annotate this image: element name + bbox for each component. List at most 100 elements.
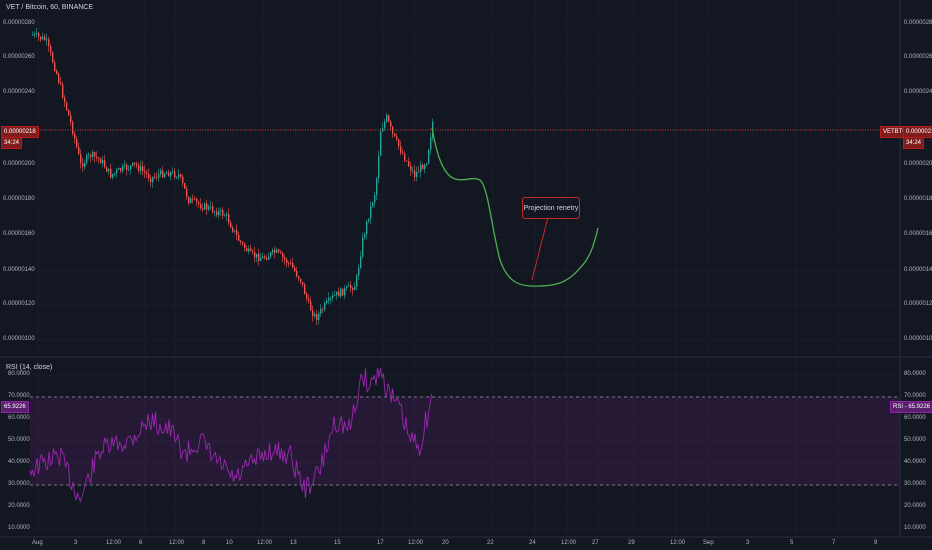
price-tick-right: 0.00000180 xyxy=(904,196,932,202)
candle-body xyxy=(342,288,344,296)
projection-curve xyxy=(431,127,599,287)
grid xyxy=(30,0,900,537)
candle-body xyxy=(272,249,274,253)
candle-body xyxy=(412,170,414,172)
rsi-tick-right: 80.0000 xyxy=(904,371,926,377)
candle-body xyxy=(384,121,386,129)
candle-body xyxy=(390,121,392,127)
candle-body xyxy=(58,73,60,83)
candle-body xyxy=(196,198,198,203)
candle-body xyxy=(352,288,354,291)
candle-body xyxy=(244,243,246,249)
candle-body xyxy=(78,147,80,155)
projection-callout[interactable]: Projection renetry xyxy=(522,197,580,219)
candle-body xyxy=(212,206,214,213)
candle-body xyxy=(330,297,332,299)
time-tick: 29 xyxy=(628,540,635,546)
candle-body xyxy=(38,33,40,37)
candle-body xyxy=(148,173,150,179)
rsi-tick-left: 50.0000 xyxy=(8,437,30,443)
candle-body xyxy=(60,82,62,85)
candle-body xyxy=(248,248,250,252)
candle-body xyxy=(282,253,284,258)
rsi-tick-right: 70.0000 xyxy=(904,393,926,399)
candle-body xyxy=(428,149,430,164)
rsi-tick-right: 40.0000 xyxy=(904,459,926,465)
candle-body xyxy=(284,257,286,260)
candle-body xyxy=(404,153,406,161)
candle-body xyxy=(238,234,240,241)
candle-body xyxy=(140,166,142,171)
time-tick: 3 xyxy=(74,540,78,546)
candle-body xyxy=(370,206,372,219)
candle-body xyxy=(312,310,314,317)
rsi-title: RSI (14, close) xyxy=(6,364,53,371)
candle-body xyxy=(110,168,112,178)
price-tick-right: 0.00000100 xyxy=(904,336,932,342)
candle-body xyxy=(210,206,212,208)
time-tick: 12:00 xyxy=(408,540,424,546)
candle-body xyxy=(228,214,230,223)
time-tick: Aug xyxy=(32,540,43,546)
candle-body xyxy=(356,275,358,287)
candle-body xyxy=(294,267,296,271)
time-tick: 12:00 xyxy=(169,540,185,546)
rsi-tick-right: 10.0000 xyxy=(904,525,926,531)
candle-body xyxy=(102,160,104,164)
candle-body xyxy=(160,170,162,175)
candle-body xyxy=(172,171,174,173)
rsi-tick-left: 10.0000 xyxy=(8,525,30,531)
candle-body xyxy=(378,156,380,179)
price-tick-right: 0.00000240 xyxy=(904,89,932,95)
candle-body xyxy=(146,172,148,174)
candle-body xyxy=(116,169,118,173)
candle-body xyxy=(46,39,48,41)
time-tick: 5 xyxy=(790,540,794,546)
candle-body xyxy=(166,172,168,174)
candle-body xyxy=(68,109,70,116)
candle-body xyxy=(120,168,122,171)
time-tick: 3 xyxy=(746,540,750,546)
candle-body xyxy=(400,146,402,153)
candle-body xyxy=(190,198,192,204)
candle-body xyxy=(44,36,46,41)
candle-body xyxy=(320,308,322,314)
countdown-tag-right: 34:24 xyxy=(903,137,925,149)
candle-body xyxy=(406,160,408,162)
rsi-band-fill xyxy=(30,397,900,485)
time-tick: 22 xyxy=(487,540,494,546)
candle-body xyxy=(230,222,232,228)
candle-body xyxy=(354,286,356,291)
rsi-tick-right: 60.0000 xyxy=(904,415,926,421)
candle-body xyxy=(346,286,348,289)
candle-body xyxy=(338,291,340,297)
price-tick-left: 0.00000260 xyxy=(3,54,35,60)
candle-body xyxy=(106,167,108,172)
time-tick: 12:00 xyxy=(257,540,273,546)
candle-body xyxy=(170,172,172,177)
candle-body xyxy=(426,163,428,165)
candle-body xyxy=(144,171,146,173)
rsi-tick-right: 50.0000 xyxy=(904,437,926,443)
candle-body xyxy=(286,259,288,263)
time-tick: Sep xyxy=(703,540,714,546)
price-tick-left: 0.00000100 xyxy=(3,336,35,342)
candle-body xyxy=(126,164,128,170)
candle-body xyxy=(216,211,218,216)
candle-body xyxy=(304,284,306,295)
candle-body xyxy=(278,249,280,252)
candle-body xyxy=(274,249,276,253)
candle-body xyxy=(178,174,180,178)
candle-body xyxy=(52,52,54,63)
candle-body xyxy=(398,139,400,147)
candle-body xyxy=(114,172,116,174)
time-tick: 9 xyxy=(874,540,878,546)
time-tick: 10 xyxy=(226,540,233,546)
candle-body xyxy=(208,206,210,210)
candle-body xyxy=(214,211,216,213)
candle-body xyxy=(86,155,88,163)
time-tick: 6 xyxy=(139,540,143,546)
candle-body xyxy=(218,210,220,216)
price-tick-right: 0.00000160 xyxy=(904,231,932,237)
